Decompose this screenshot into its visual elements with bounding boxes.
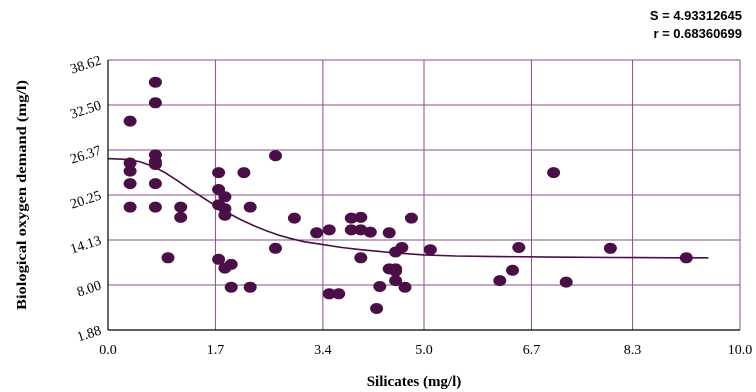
x-tick-label: 3.4 (314, 343, 332, 358)
data-point (506, 264, 519, 276)
y-tick-label: 1.88 (75, 324, 103, 346)
data-point (559, 276, 573, 288)
data-point (310, 227, 324, 239)
data-points (123, 76, 693, 314)
data-point (148, 178, 162, 190)
data-point (212, 167, 226, 179)
y-tick-label: 8.00 (75, 279, 103, 301)
data-point (373, 281, 387, 292)
x-tick-label: 8.3 (624, 343, 642, 358)
data-point (389, 275, 403, 287)
data-point (423, 244, 437, 256)
data-point (123, 115, 137, 127)
fit-curve (107, 157, 709, 259)
y-tick-label: 14.13 (69, 234, 104, 258)
y-tick-label: 38.62 (69, 54, 104, 78)
axes (107, 60, 740, 331)
data-point (332, 288, 346, 300)
data-point (370, 303, 384, 314)
fit-curve-layer (107, 157, 709, 259)
data-point (322, 288, 336, 300)
x-axis-label: Silicates (mg/l) (367, 374, 462, 390)
data-point (287, 212, 301, 224)
data-point (218, 191, 232, 203)
data-point (218, 209, 232, 221)
data-point (269, 242, 282, 254)
stat-s-value: S = 4.93312645 (649, 8, 742, 23)
y-tick-label: 20.25 (69, 189, 104, 213)
data-point (603, 242, 617, 254)
y-axis-label: Biological oxygen demand (mg/l) (15, 80, 30, 310)
data-point (512, 242, 526, 253)
y-tick-label: 32.50 (69, 99, 104, 123)
data-point (679, 252, 693, 264)
tick-labels: 0.0 1.7 3.4 5.0 6.7 8.3 10.0 1.88 8.00 14.13 20.25… (69, 54, 753, 358)
data-point (148, 159, 162, 170)
data-point (269, 150, 282, 162)
data-point (493, 275, 507, 287)
x-tick-label: 10.0 (728, 343, 753, 358)
data-point (354, 252, 368, 264)
data-point (123, 157, 137, 169)
data-point (404, 212, 418, 224)
data-point (224, 258, 238, 270)
data-point (148, 201, 162, 213)
data-point (123, 201, 137, 213)
y-tick-label: 26.37 (69, 144, 104, 168)
stat-r-value: r = 0.68360699 (653, 26, 742, 41)
data-point (344, 212, 358, 224)
grid-lines (108, 59, 741, 330)
data-point (243, 281, 257, 293)
data-point (395, 242, 409, 253)
data-point (547, 167, 561, 179)
data-point (382, 227, 396, 239)
data-point (322, 224, 336, 236)
data-point (148, 97, 162, 109)
x-tick-label: 0.0 (99, 343, 117, 358)
data-point (398, 281, 412, 293)
x-tick-label: 1.7 (207, 343, 225, 358)
data-point (148, 76, 162, 88)
data-point (363, 226, 377, 238)
data-point (224, 281, 238, 293)
data-point (123, 165, 137, 177)
data-point (243, 201, 257, 213)
data-point (344, 224, 358, 236)
data-point (123, 178, 137, 190)
data-point (161, 252, 175, 264)
data-point (237, 167, 251, 179)
data-point (354, 211, 368, 223)
x-tick-label: 6.7 (523, 343, 541, 358)
data-point (389, 265, 403, 277)
data-point (212, 253, 226, 265)
data-point (174, 211, 188, 223)
data-point (174, 201, 188, 213)
x-tick-label: 5.0 (415, 343, 433, 358)
